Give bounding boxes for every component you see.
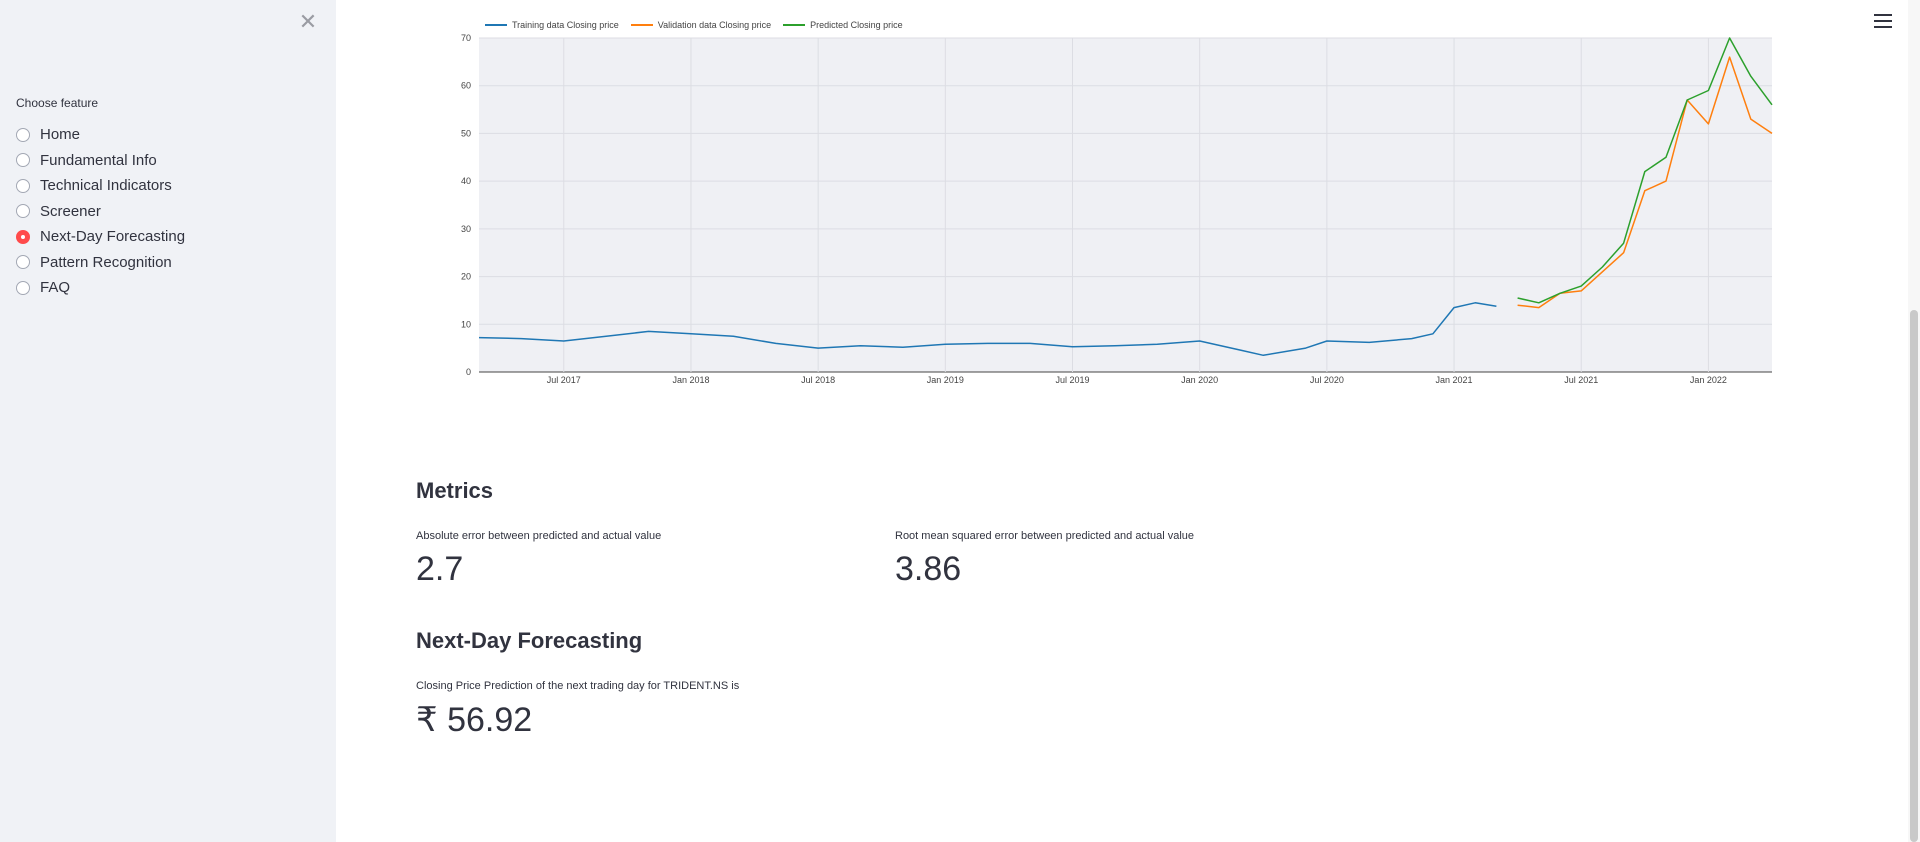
radio-item-faq[interactable]: FAQ xyxy=(16,275,185,301)
forecast-label: Closing Price Prediction of the next tra… xyxy=(416,680,740,692)
radio-button[interactable] xyxy=(16,127,30,142)
x-tick-label: Jan 2018 xyxy=(672,375,709,385)
radio-button[interactable] xyxy=(16,204,30,219)
scrollbar-thumb[interactable] xyxy=(1910,310,1918,842)
radio-item-fundamental-info[interactable]: Fundamental Info xyxy=(16,148,185,174)
x-tick-label: Jul 2021 xyxy=(1564,375,1598,385)
sidebar: ✕ Choose feature Home Fundamental Info T… xyxy=(0,0,336,842)
radio-label: Pattern Recognition xyxy=(40,253,172,271)
x-tick-label: Jul 2019 xyxy=(1055,375,1089,385)
series-line-training xyxy=(478,302,1497,357)
legend-item-validation[interactable]: Validation data Closing price xyxy=(630,20,771,30)
radio-label: Fundamental Info xyxy=(40,151,157,169)
feature-radio-group: Home Fundamental Info Technical Indicato… xyxy=(16,122,185,301)
rmse-value: 3.86 xyxy=(895,550,962,588)
y-tick-label: 70 xyxy=(461,33,471,43)
x-tick-label: Jan 2021 xyxy=(1436,375,1473,385)
radio-label: Next-Day Forecasting xyxy=(40,228,186,246)
x-tick-label: Jan 2020 xyxy=(1181,375,1218,385)
y-tick-label: 0 xyxy=(466,367,471,377)
legend-item-predicted[interactable]: Predicted Closing price xyxy=(783,20,903,30)
radio-label: Technical Indicators xyxy=(40,177,172,195)
forecast-value: ₹ 56.92 xyxy=(416,701,533,739)
radio-item-next-day-forecasting[interactable]: Next-Day Forecasting xyxy=(16,224,185,250)
scrollbar[interactable] xyxy=(1908,0,1920,842)
x-tick-label: Jul 2017 xyxy=(547,375,581,385)
radio-button[interactable] xyxy=(16,153,30,168)
legend-item-training[interactable]: Training data Closing price xyxy=(485,20,619,30)
hamburger-menu-icon[interactable] xyxy=(1874,14,1892,30)
forecast-title: Next-Day Forecasting xyxy=(416,628,643,653)
radio-item-screener[interactable]: Screener xyxy=(16,199,185,225)
close-icon[interactable]: ✕ xyxy=(298,9,318,34)
y-tick-label: 30 xyxy=(461,224,471,234)
y-tick-label: 60 xyxy=(461,81,471,91)
x-tick-label: Jan 2022 xyxy=(1690,375,1727,385)
x-tick-label: Jul 2018 xyxy=(801,375,835,385)
radio-label: Home xyxy=(40,126,81,144)
radio-label: Screener xyxy=(40,202,101,220)
y-tick-label: 20 xyxy=(461,272,471,282)
x-tick-label: Jul 2020 xyxy=(1310,375,1344,385)
plot-area xyxy=(479,38,1772,372)
radio-button[interactable] xyxy=(16,280,30,295)
radio-item-pattern-recognition[interactable]: Pattern Recognition xyxy=(16,250,185,276)
radio-item-technical-indicators[interactable]: Technical Indicators xyxy=(16,173,185,199)
metrics-title: Metrics xyxy=(416,478,494,503)
radio-item-home[interactable]: Home xyxy=(16,122,185,148)
radio-button-selected[interactable] xyxy=(16,229,30,244)
y-tick-label: 50 xyxy=(461,128,471,138)
x-tick-label: Jan 2019 xyxy=(927,375,964,385)
chart-legend: Training data Closing price Validation d… xyxy=(485,20,903,30)
series-line-predicted xyxy=(1517,37,1773,304)
y-tick-label: 10 xyxy=(461,319,471,329)
y-tick-label: 40 xyxy=(461,176,471,186)
abs-error-value: 2.7 xyxy=(416,550,464,588)
radio-button[interactable] xyxy=(16,255,30,270)
radio-label: FAQ xyxy=(40,279,71,297)
series-line-validation xyxy=(1517,56,1773,309)
radio-button[interactable] xyxy=(16,178,30,193)
choose-feature-label: Choose feature xyxy=(16,96,99,110)
abs-error-label: Absolute error between predicted and act… xyxy=(416,530,662,542)
rmse-label: Root mean squared error between predicte… xyxy=(895,530,1195,542)
